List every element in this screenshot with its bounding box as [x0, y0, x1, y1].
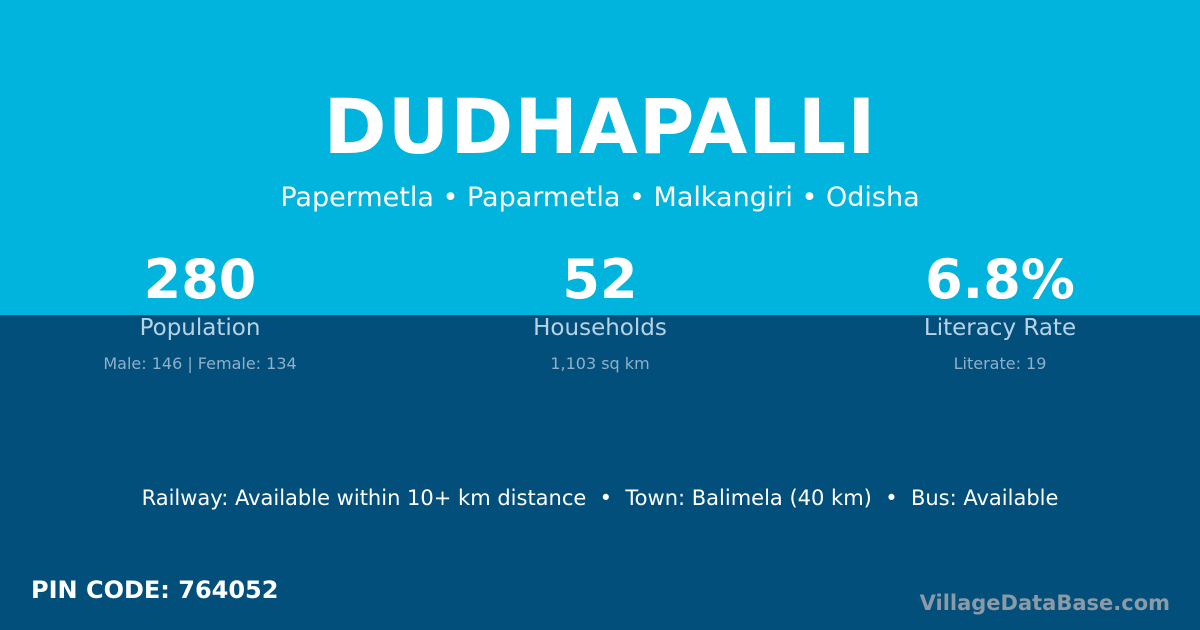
stat-detail: Literate: 19 [953, 354, 1047, 373]
pin-code: PIN CODE: 764052 [31, 576, 279, 604]
header-band [0, 0, 1200, 315]
location-breadcrumb: Papermetla • Paparmetla • Malkangiri • O… [280, 182, 920, 213]
stat-label: Households [533, 315, 667, 341]
connectivity-info: Railway: Available within 10+ km distanc… [141, 486, 1059, 510]
stat-value: 52 [562, 248, 638, 311]
stat-value: 280 [143, 248, 257, 311]
stat-label: Population [139, 315, 261, 341]
watermark-logo: VillageDataBase.com [919, 591, 1170, 615]
stat-value: 6.8% [925, 248, 1075, 311]
stat-label: Literacy Rate [923, 315, 1077, 341]
stat-detail: Male: 146 | Female: 134 [103, 354, 297, 373]
village-title: DUDHAPALLI [323, 82, 877, 171]
stat-detail: 1,103 sq km [550, 354, 650, 373]
